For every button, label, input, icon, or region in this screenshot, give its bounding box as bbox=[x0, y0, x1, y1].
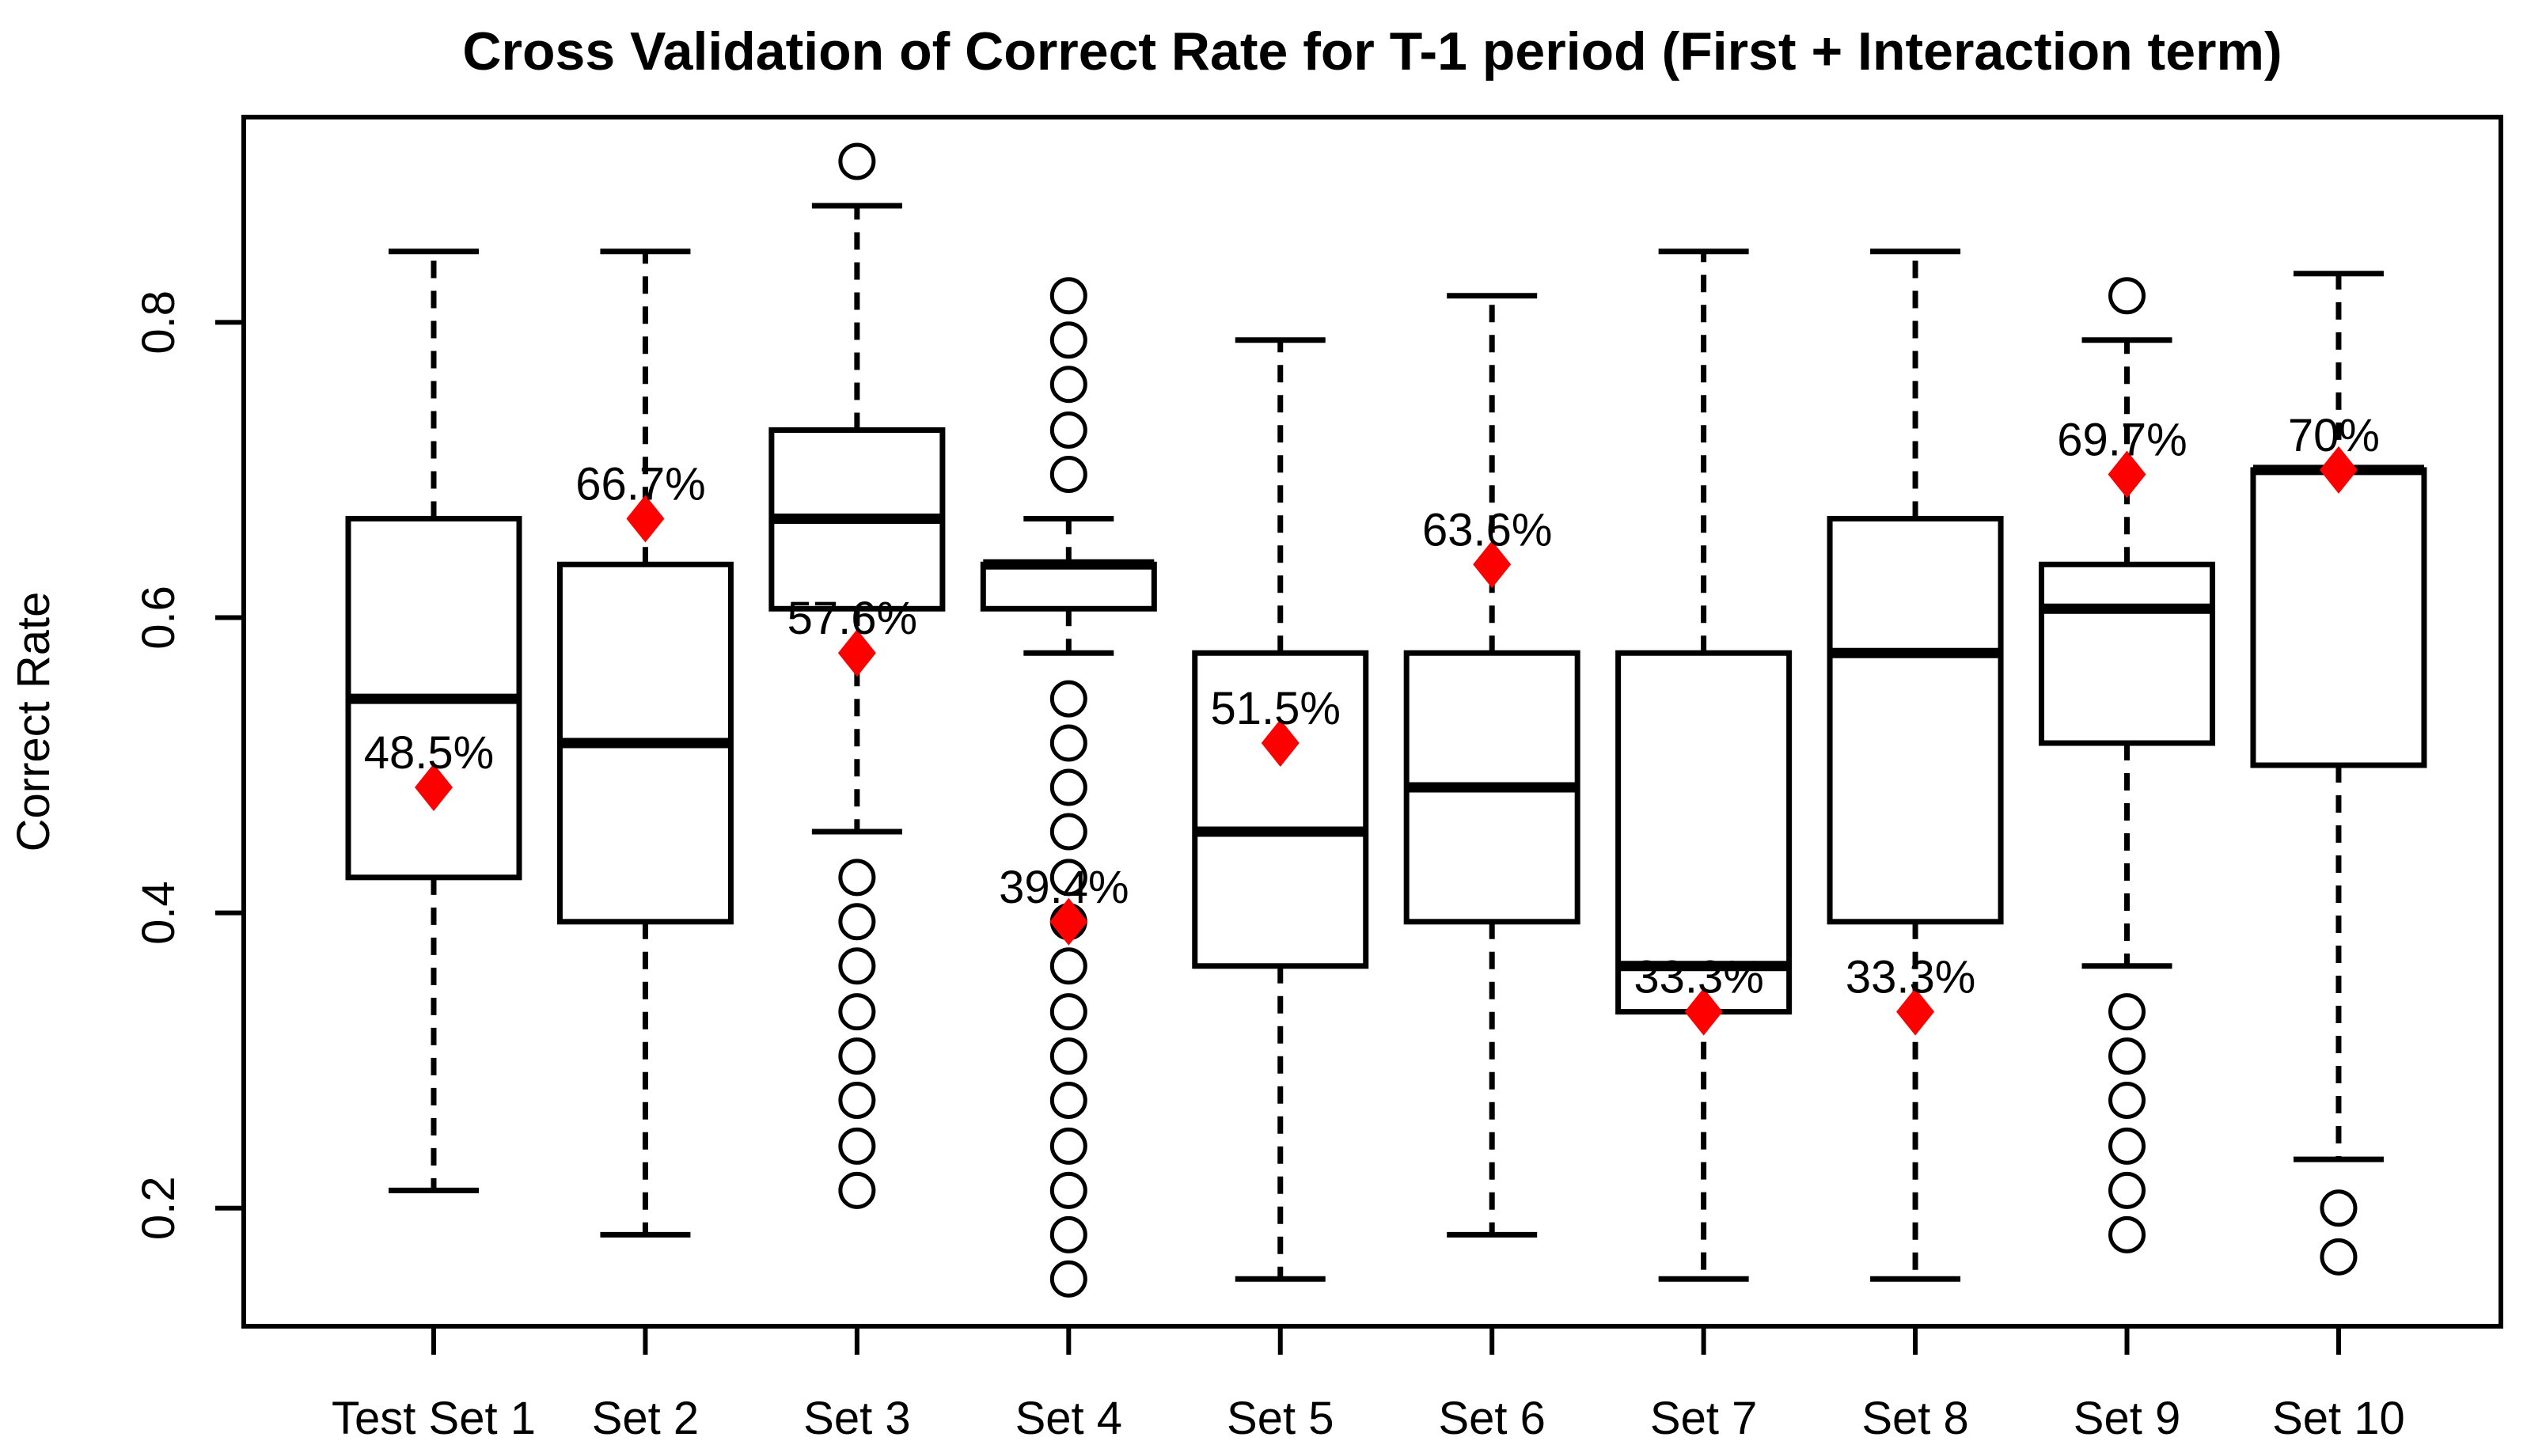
x-tick-label: Test Set 1 bbox=[332, 1393, 536, 1444]
y-tick-label: 0.8 bbox=[133, 290, 184, 355]
outlier-point bbox=[838, 859, 876, 897]
accuracy-marker bbox=[1684, 988, 1723, 1036]
outlier-point bbox=[2108, 1215, 2146, 1253]
x-tick-label: Set 2 bbox=[592, 1393, 699, 1444]
accuracy-label: 39.4% bbox=[999, 862, 1129, 913]
x-tick-label: Set 6 bbox=[1438, 1393, 1545, 1444]
accuracy-label: 33.3% bbox=[1846, 952, 1975, 1003]
outlier-point bbox=[1049, 1171, 1087, 1209]
outlier-point bbox=[1049, 366, 1087, 404]
outlier-point bbox=[1049, 680, 1087, 718]
outlier-point bbox=[838, 993, 876, 1031]
outlier-point bbox=[838, 1127, 876, 1165]
accuracy-marker bbox=[1473, 540, 1512, 589]
iqr-box bbox=[1827, 515, 2004, 925]
outlier-point bbox=[1049, 813, 1087, 851]
x-tick-label: Set 10 bbox=[2272, 1393, 2405, 1444]
accuracy-marker bbox=[1261, 719, 1300, 768]
boxplot-set-7: 33.3% bbox=[1615, 248, 1793, 1282]
accuracy-marker bbox=[2108, 450, 2146, 499]
accuracy-marker bbox=[1049, 897, 1088, 946]
boxplot-set-3: 57.6% bbox=[768, 142, 946, 1209]
outlier-point bbox=[1049, 1082, 1087, 1120]
outlier-point bbox=[1049, 277, 1087, 315]
accuracy-marker bbox=[1896, 988, 1935, 1036]
outlier-point bbox=[2320, 1238, 2358, 1276]
accuracy-marker bbox=[837, 629, 876, 677]
y-tick-label: 0.6 bbox=[133, 586, 184, 650]
outlier-point bbox=[2108, 1171, 2146, 1209]
plot-border bbox=[241, 115, 2503, 1329]
iqr-box bbox=[2250, 467, 2427, 768]
boxplot-set-8: 33.3% bbox=[1827, 248, 2004, 1282]
outlier-point bbox=[1049, 859, 1087, 897]
x-tick-label: Set 4 bbox=[1015, 1393, 1122, 1444]
outlier-point bbox=[1049, 768, 1087, 806]
outlier-point bbox=[2320, 1189, 2358, 1227]
x-tick-label: Set 3 bbox=[803, 1393, 910, 1444]
accuracy-label: 33.3% bbox=[1633, 952, 1763, 1003]
outlier-point bbox=[838, 903, 876, 941]
accuracy-label: 63.6% bbox=[1422, 504, 1552, 555]
accuracy-label: 66.7% bbox=[575, 458, 705, 510]
accuracy-label: 70% bbox=[2288, 410, 2380, 461]
boxplot-set-2: 66.7% bbox=[556, 248, 734, 1238]
y-tick-label: 0.2 bbox=[133, 1176, 184, 1240]
accuracy-marker bbox=[626, 495, 665, 543]
boxplot-set-1: 48.5% bbox=[345, 248, 522, 1193]
y-axis-label: Correct Rate bbox=[8, 592, 59, 852]
outlier-point bbox=[2108, 993, 2146, 1031]
outlier-point bbox=[838, 947, 876, 985]
outlier-point bbox=[2108, 277, 2146, 315]
boxplot-set-10: 70% bbox=[2250, 271, 2427, 1276]
outlier-point bbox=[838, 142, 876, 180]
accuracy-label: 51.5% bbox=[1211, 683, 1341, 734]
outlier-point bbox=[1049, 947, 1087, 985]
outlier-point bbox=[1049, 993, 1087, 1031]
plot-content: 0.2 0.4 0.6 0.8 Test Set 1 Set 2 Set 3 Set 4 Set… bbox=[133, 142, 2427, 1444]
outlier-point bbox=[1049, 1037, 1087, 1075]
iqr-box bbox=[2039, 561, 2216, 746]
accuracy-label: 57.6% bbox=[787, 593, 917, 644]
boxplot-set-4: 39.4% bbox=[980, 277, 1157, 1298]
chart-title: Cross Validation of Correct Rate for T-1… bbox=[462, 21, 2282, 82]
outlier-point bbox=[2108, 1082, 2146, 1120]
outlier-point bbox=[1049, 411, 1087, 449]
x-tick-label: Set 5 bbox=[1227, 1393, 1334, 1444]
iqr-box bbox=[980, 561, 1157, 612]
outlier-point bbox=[1049, 1127, 1087, 1165]
iqr-box bbox=[1192, 650, 1369, 969]
y-tick-label: 0.4 bbox=[133, 881, 184, 945]
outlier-point bbox=[2108, 1127, 2146, 1165]
outlier-point bbox=[1049, 1260, 1087, 1298]
iqr-box bbox=[1615, 650, 1793, 1015]
boxplot-set-5: 51.5% bbox=[1192, 337, 1369, 1282]
boxplot-set-9: 69.7% bbox=[2039, 277, 2216, 1253]
x-tick-label: Set 7 bbox=[1650, 1393, 1757, 1444]
accuracy-marker bbox=[415, 764, 453, 812]
boxplot-set-6: 63.6% bbox=[1403, 293, 1580, 1238]
x-tick-label: Set 8 bbox=[1861, 1393, 1968, 1444]
outlier-point bbox=[838, 1082, 876, 1120]
outlier-point bbox=[838, 1171, 876, 1209]
x-tick-label: Set 9 bbox=[2074, 1393, 2180, 1444]
outlier-point bbox=[2108, 1037, 2146, 1075]
accuracy-marker bbox=[2319, 446, 2358, 494]
outlier-point bbox=[1049, 724, 1087, 762]
outlier-point bbox=[1049, 321, 1087, 359]
outlier-point bbox=[1049, 455, 1087, 493]
outlier-point bbox=[1049, 1215, 1087, 1253]
accuracy-label: 69.7% bbox=[2057, 414, 2187, 465]
accuracy-label: 48.5% bbox=[364, 727, 494, 779]
outlier-point bbox=[838, 1037, 876, 1075]
